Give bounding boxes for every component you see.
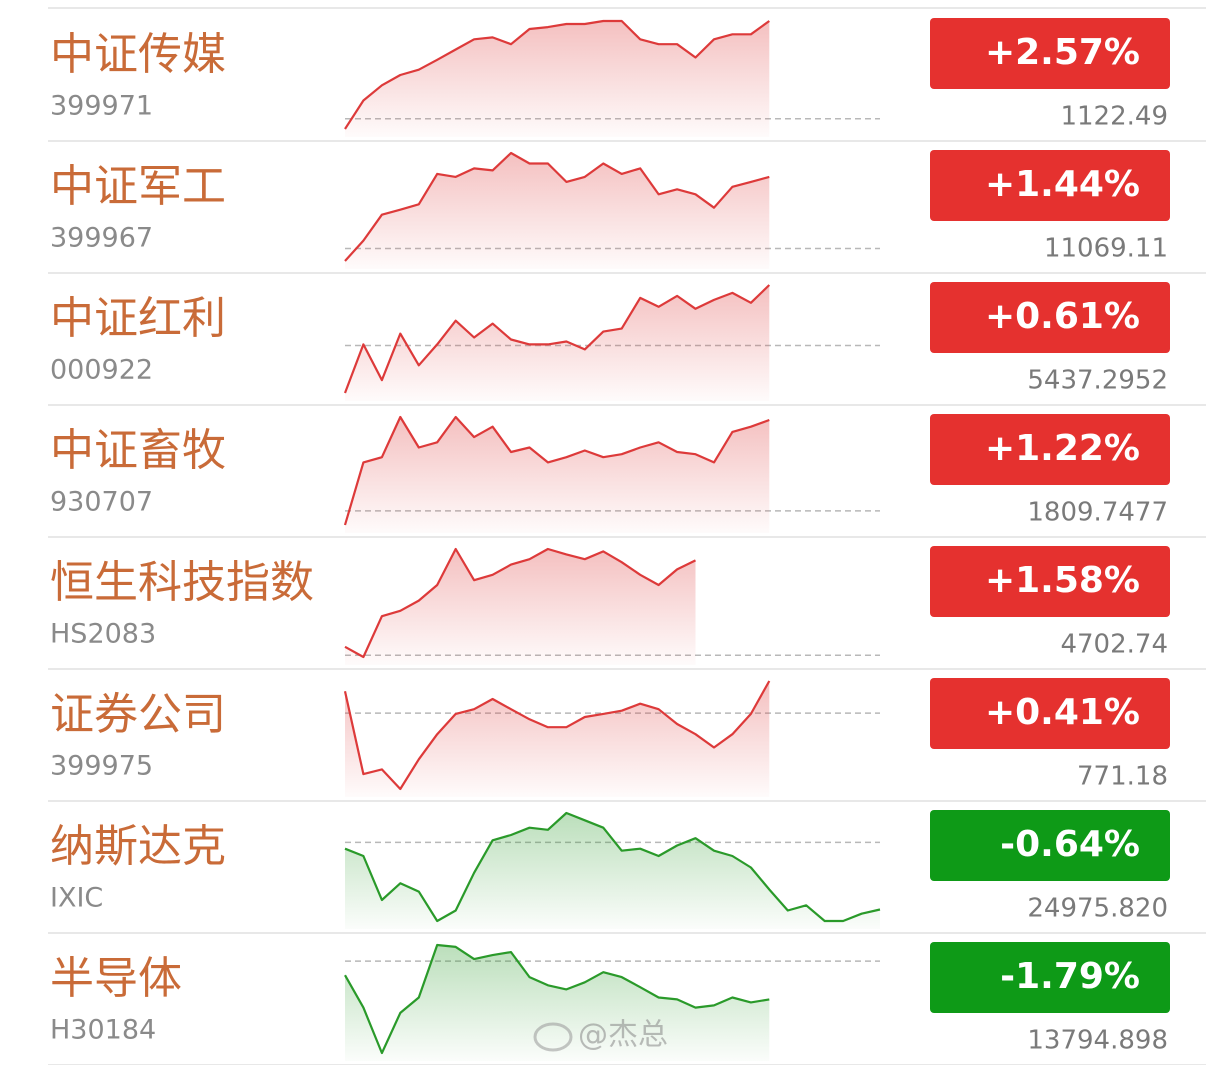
change-text: +2.57% bbox=[985, 32, 1140, 73]
watermark-text: @杰总 bbox=[578, 1018, 668, 1053]
change-text: +1.44% bbox=[985, 164, 1140, 205]
sparkline-area bbox=[345, 945, 770, 1061]
stock-code: IXIC bbox=[50, 883, 103, 914]
stock-code: 399967 bbox=[50, 223, 153, 254]
stock-name: 半导体 bbox=[50, 953, 182, 1004]
change-badge bbox=[930, 810, 1170, 881]
price-text: 11069.11 bbox=[1044, 234, 1168, 264]
stock-code: H30184 bbox=[50, 1015, 156, 1046]
sparkline-area bbox=[345, 21, 770, 137]
price-text: 24975.820 bbox=[1027, 894, 1168, 924]
stock-name: 中证红利 bbox=[50, 293, 226, 344]
change-badge bbox=[930, 150, 1170, 221]
change-text: +1.58% bbox=[985, 560, 1140, 601]
change-text: +1.22% bbox=[985, 428, 1140, 469]
sparkline bbox=[344, 943, 770, 1055]
stock-row[interactable]: 证券公司 399975 +0.41% 771.18 bbox=[48, 678, 1206, 802]
change-badge bbox=[930, 18, 1170, 89]
stock-row[interactable]: 纳斯达克 IXIC -0.64% 24975.820 bbox=[48, 810, 1206, 934]
price-text: 13794.898 bbox=[1027, 1026, 1168, 1056]
change-badge bbox=[930, 282, 1170, 353]
sparkline-area bbox=[345, 813, 880, 929]
stock-row[interactable]: 中证传媒 399971 +2.57% 1122.49 bbox=[48, 18, 1206, 142]
sparkline bbox=[344, 19, 770, 130]
price-text: 1809.7477 bbox=[1027, 498, 1168, 528]
weibo-logo bbox=[533, 1022, 573, 1052]
stock-code: 000922 bbox=[50, 355, 153, 386]
price-text: 771.18 bbox=[1077, 762, 1168, 792]
sparkline bbox=[344, 811, 881, 923]
stock-row[interactable]: 恒生科技指数 HS2083 +1.58% 4702.74 bbox=[48, 546, 1206, 670]
stock-code: HS2083 bbox=[50, 619, 156, 650]
sparkline-area bbox=[345, 417, 770, 533]
stock-name: 证券公司 bbox=[50, 689, 226, 740]
change-badge bbox=[930, 414, 1170, 485]
change-text: -0.64% bbox=[1000, 824, 1140, 865]
sparkline bbox=[344, 151, 770, 262]
change-text: -1.79% bbox=[1000, 956, 1140, 997]
sparkline-area bbox=[345, 153, 770, 269]
stock-code: 930707 bbox=[50, 487, 153, 518]
sparkline-area bbox=[345, 681, 770, 797]
sparkline bbox=[343, 284, 771, 394]
stock-name: 中证军工 bbox=[50, 161, 226, 212]
sparkline-area bbox=[345, 549, 696, 665]
change-text: +0.61% bbox=[985, 296, 1140, 337]
change-text: +0.41% bbox=[985, 692, 1140, 733]
sparkline bbox=[344, 547, 696, 659]
stock-name: 中证传媒 bbox=[50, 29, 226, 80]
stock-code: 399971 bbox=[50, 91, 153, 122]
stock-row[interactable]: 中证军工 399967 +1.44% 11069.11 bbox=[48, 150, 1206, 274]
change-badge bbox=[930, 678, 1170, 749]
change-badge bbox=[930, 942, 1170, 1013]
sparkline bbox=[343, 415, 770, 526]
stock-name: 恒生科技指数 bbox=[50, 557, 314, 608]
stock-name: 中证畜牧 bbox=[50, 425, 226, 476]
change-badge bbox=[930, 546, 1170, 617]
price-text: 1122.49 bbox=[1060, 102, 1168, 132]
price-text: 4702.74 bbox=[1060, 630, 1168, 660]
stock-row[interactable]: 中证红利 000922 +0.61% 5437.2952 bbox=[48, 282, 1206, 406]
sparkline bbox=[343, 680, 771, 791]
price-text: 5437.2952 bbox=[1027, 366, 1168, 396]
stock-code: 399975 bbox=[50, 751, 153, 782]
watermark: @杰总 bbox=[533, 1018, 668, 1053]
stock-row[interactable]: 中证畜牧 930707 +1.22% 1809.7477 bbox=[48, 414, 1206, 538]
stock-name: 纳斯达克 bbox=[50, 821, 226, 872]
